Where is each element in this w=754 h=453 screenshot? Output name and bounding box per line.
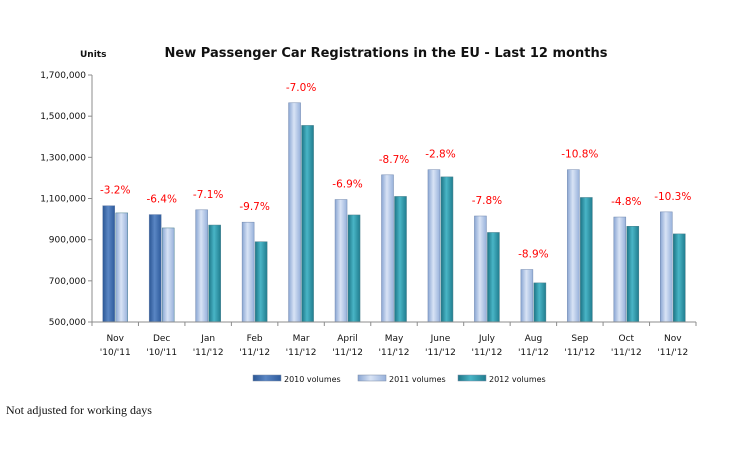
bar-current-year	[673, 233, 686, 323]
x-tick-label-month: Nov	[664, 334, 682, 344]
x-tick-label-period: '11/'12	[564, 348, 595, 358]
x-tick-label-period: '11/'12	[286, 348, 317, 358]
x-tick-label-month: Nov	[106, 334, 124, 344]
legend-swatch	[252, 374, 282, 382]
change-label: -8.7%	[379, 154, 409, 166]
x-tick-label-period: '11/'12	[518, 348, 549, 358]
x-tick-label-month: Sep	[571, 334, 588, 344]
x-tick-label-month: Mar	[293, 334, 310, 344]
bar-previous-year	[288, 102, 301, 323]
x-tick-label-month: Oct	[619, 334, 635, 344]
x-tick-label-period: '11/'12	[471, 348, 502, 358]
bar-previous-year	[660, 211, 673, 323]
y-tick-label: 1,100,000	[40, 195, 86, 205]
x-tick-label-period: '11/'12	[379, 348, 410, 358]
legend-label: 2011 volumes	[389, 375, 446, 384]
bar-current-year	[161, 227, 175, 323]
y-tick-label: 900,000	[49, 236, 86, 246]
x-tick-label-period: '10/'11	[146, 348, 177, 358]
bar-previous-year	[474, 215, 487, 323]
legend-swatch	[357, 374, 387, 382]
bar-current-year	[487, 232, 500, 323]
legend-label: 2010 volumes	[284, 375, 341, 384]
bar-current-year	[533, 282, 547, 323]
bar-current-year	[208, 224, 221, 323]
change-label: -6.4%	[146, 194, 176, 206]
x-tick-label-period: '11/'12	[425, 348, 456, 358]
bar-previous-year	[195, 209, 208, 323]
x-tick-label-month: April	[337, 334, 358, 344]
chart-legend: 2010 volumes 2011 volumes 2012 volumes	[252, 374, 546, 384]
x-tick-label-period: '11/'12	[239, 348, 270, 358]
bar-current-year	[254, 241, 268, 323]
change-label: -7.1%	[193, 189, 223, 201]
bar-previous-year	[567, 169, 580, 323]
bar-previous-year	[520, 269, 534, 323]
legend-swatch	[457, 374, 487, 382]
x-tick-label-month: Jan	[200, 334, 215, 344]
bar-chart: New Passenger Car Registrations in the E…	[40, 46, 697, 384]
x-tick-label-month: Dec	[153, 334, 170, 344]
change-label: -7.8%	[472, 195, 502, 207]
y-tick-label: 500,000	[49, 318, 86, 328]
bar-previous-year	[241, 221, 255, 323]
x-tick-label-period: '10/'11	[100, 348, 131, 358]
bar-previous-year	[102, 205, 115, 323]
bar-previous-year	[427, 169, 441, 323]
bar-current-year	[347, 214, 361, 323]
chart-title: New Passenger Car Registrations in the E…	[165, 46, 608, 61]
legend-label: 2012 volumes	[489, 375, 546, 384]
change-label: -7.0%	[286, 82, 316, 94]
y-tick-label: 1,300,000	[40, 153, 86, 163]
change-label: -2.8%	[425, 149, 455, 161]
y-tick-label: 700,000	[49, 277, 86, 287]
change-label: -10.8%	[561, 149, 598, 161]
x-tick-label-period: '11/'12	[611, 348, 642, 358]
x-tick-label-month: June	[430, 334, 451, 344]
change-label: -9.7%	[239, 201, 269, 213]
bar-current-year	[440, 176, 454, 323]
bar-previous-year	[148, 214, 162, 323]
bar-current-year	[115, 212, 128, 323]
x-tick-label-period: '11/'12	[193, 348, 224, 358]
x-tick-label-month: Feb	[247, 334, 263, 344]
x-tick-label-month: Aug	[525, 334, 543, 344]
bar-previous-year	[381, 174, 394, 323]
change-label: -6.9%	[332, 179, 362, 191]
change-label: -10.3%	[654, 191, 691, 203]
x-tick-label-month: May	[385, 334, 404, 344]
footnote: Not adjusted for working days	[6, 403, 152, 417]
change-label: -3.2%	[100, 185, 130, 197]
y-tick-label: 1,500,000	[40, 112, 86, 122]
bar-previous-year	[334, 199, 348, 323]
bar-current-year	[394, 196, 407, 323]
y-tick-label: 1,700,000	[40, 71, 86, 81]
change-label: -4.8%	[611, 196, 641, 208]
bar-current-year	[580, 197, 593, 323]
bar-previous-year	[613, 216, 627, 323]
x-tick-label-month: July	[478, 334, 496, 344]
y-axis-label: Units	[80, 50, 106, 60]
change-label: -8.9%	[518, 249, 548, 261]
bar-current-year	[626, 226, 640, 323]
x-tick-label-period: '11/'12	[657, 348, 688, 358]
bar-current-year	[301, 125, 314, 323]
x-tick-label-period: '11/'12	[332, 348, 363, 358]
